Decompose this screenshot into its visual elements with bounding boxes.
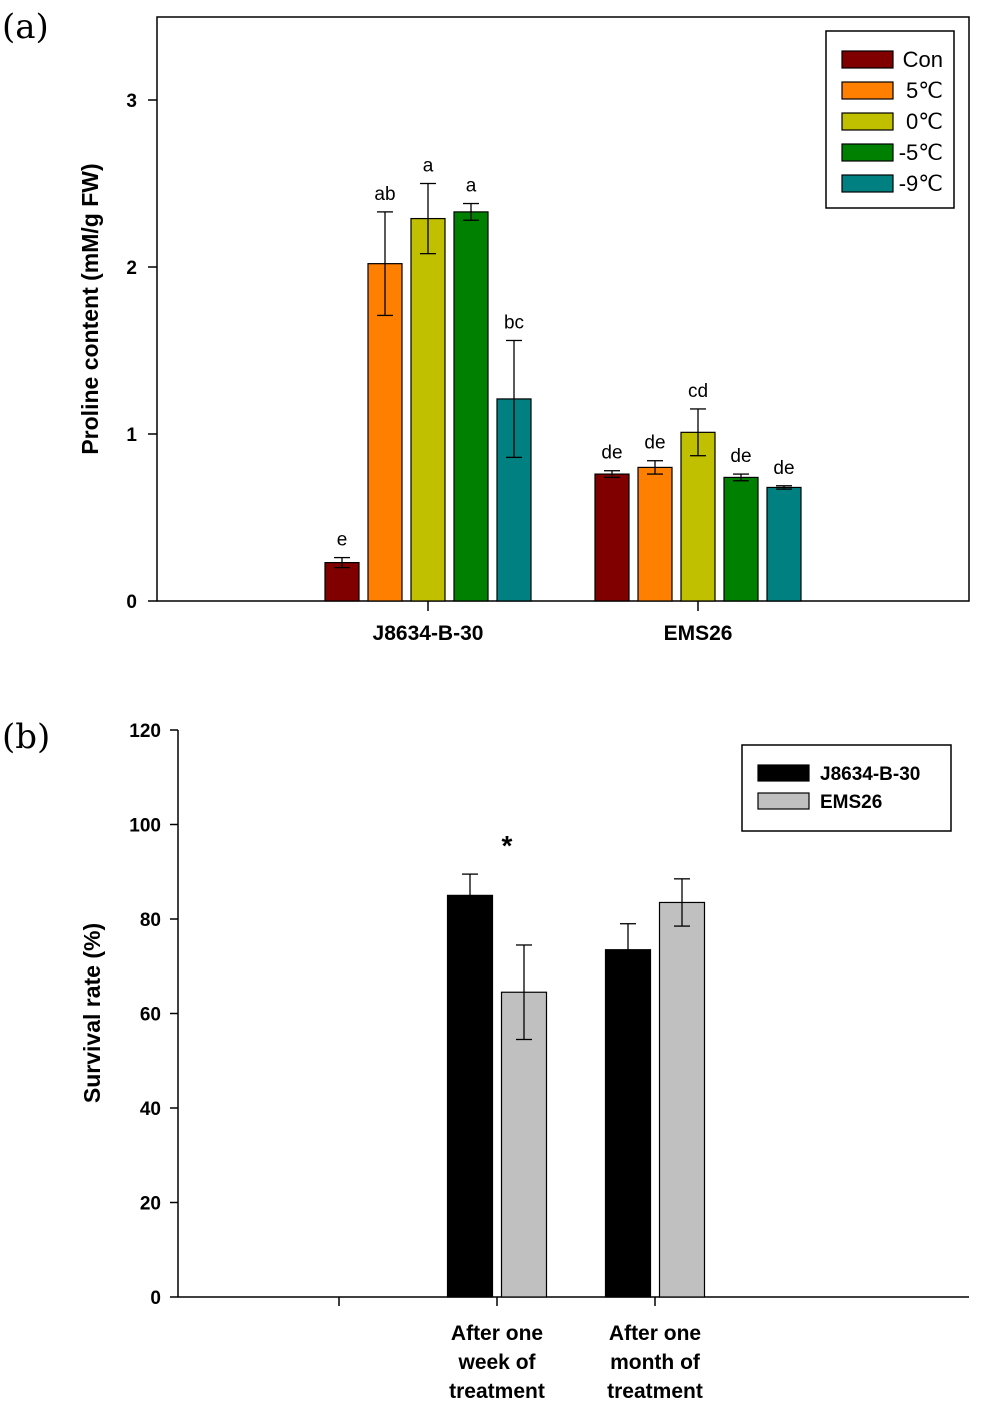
- panel-a-significance-label: a: [466, 176, 477, 197]
- panel-b-y-tick-label: 20: [140, 1194, 161, 1215]
- panel-b-y-tick-label: 120: [129, 721, 161, 742]
- panel-b-y-tick-label: 40: [140, 1099, 161, 1120]
- panel-a-label: (a): [2, 7, 49, 47]
- panel-a-bar: [723, 476, 759, 602]
- panel-a-significance-label: de: [644, 433, 665, 454]
- panel-a-legend-swatch: [841, 50, 894, 69]
- panel-a-legend-swatch: [841, 143, 894, 162]
- panel-b-y-tick-label: 80: [140, 910, 161, 931]
- panel-a-bar: [410, 217, 446, 602]
- panel-b-label: (b): [2, 717, 50, 757]
- panel-a-legend: Con 5℃ 0℃ -5℃ -9℃: [825, 30, 955, 209]
- panel-a-bar: [766, 486, 802, 602]
- panel-b-y-axis-label: Survival rate (%): [79, 923, 105, 1103]
- panel-a-bar: [637, 466, 673, 602]
- panel-a-legend-label: -5℃: [899, 140, 943, 165]
- panel-a-legend-label: Con: [903, 47, 943, 72]
- panel-a-legend-swatch: [841, 81, 894, 100]
- panel-a-significance-label: bc: [504, 312, 524, 333]
- panel-b-y-tick-label: 60: [140, 1005, 161, 1026]
- panel-b-survival-chart: (b) Survival rate (%) 0 20 40 60 80 100 120 Af…: [2, 717, 969, 1403]
- panel-a-legend-swatch: [841, 112, 894, 131]
- panel-b-bars: *: [446, 830, 706, 1298]
- panel-a-y-tick-label: 3: [126, 91, 137, 112]
- panel-b-x-category-label: After one month of treatment: [607, 1322, 703, 1403]
- panel-a-significance-label: de: [601, 443, 622, 464]
- panel-b-legend-swatch: [757, 792, 810, 810]
- panel-b-legend-box: [741, 744, 952, 832]
- panel-a-significance-label: de: [773, 458, 794, 479]
- panel-a-significance-label: de: [730, 446, 751, 467]
- panel-b-legend: J8634-B-30 EMS26: [741, 744, 952, 832]
- panel-b-bar: [446, 894, 494, 1298]
- panel-a-bar: [453, 211, 489, 602]
- panel-a-y-axis-label: Proline content (mM/g FW): [77, 163, 103, 454]
- panel-b-x-categories: After one week of treatment After one month …: [338, 1297, 703, 1403]
- panel-b-legend-label: EMS26: [820, 792, 882, 813]
- panel-b-bar: [658, 901, 706, 1298]
- panel-b-significance-star: *: [502, 830, 513, 861]
- panel-b-bar: [604, 949, 652, 1298]
- panel-a-significance-label: a: [423, 156, 434, 177]
- panel-a-bar: [594, 473, 630, 602]
- panel-b-x-category-label: After one week of treatment: [449, 1322, 545, 1403]
- panel-a-x-categories: J8634-B-30 EMS26: [373, 601, 733, 645]
- panel-a-x-category-label: J8634-B-30: [373, 622, 484, 645]
- panel-a-bar: [680, 431, 716, 602]
- panel-b-y-ticks: 0 20 40 60 80 100 120: [129, 721, 178, 1309]
- panel-a-y-ticks: 0 1 2 3: [126, 91, 157, 613]
- panel-b-bar: [500, 991, 548, 1298]
- panel-a-legend-label: 5℃: [906, 78, 943, 103]
- panel-b-y-tick-label: 100: [129, 816, 161, 837]
- panel-a-legend-swatch: [841, 174, 894, 193]
- panel-a-plot-frame: [156, 16, 970, 602]
- panel-a-bars: e de ab de a cd a de bc de: [324, 156, 802, 602]
- panel-b-y-tick-label: 0: [150, 1288, 161, 1309]
- panel-a-x-category-label: EMS26: [664, 622, 733, 645]
- panel-b-legend-label: J8634-B-30: [820, 764, 920, 785]
- panel-a-significance-label: e: [337, 530, 348, 551]
- panel-a-proline-chart: (a) Proline content (mM/g FW) 0 1 2 3 J8634…: [2, 7, 970, 645]
- panel-a-y-tick-label: 0: [126, 592, 137, 613]
- panel-a-significance-label: ab: [374, 184, 395, 205]
- panel-a-significance-label: cd: [688, 381, 708, 402]
- panel-a-bar: [324, 561, 360, 602]
- panel-a-bar: [367, 263, 403, 602]
- panel-a-y-tick-label: 2: [126, 258, 137, 279]
- panel-b-legend-swatch: [757, 764, 810, 782]
- panel-a-y-tick-label: 1: [126, 425, 137, 446]
- panel-a-legend-label: -9℃: [899, 171, 943, 196]
- panel-a-legend-label: 0℃: [906, 109, 943, 134]
